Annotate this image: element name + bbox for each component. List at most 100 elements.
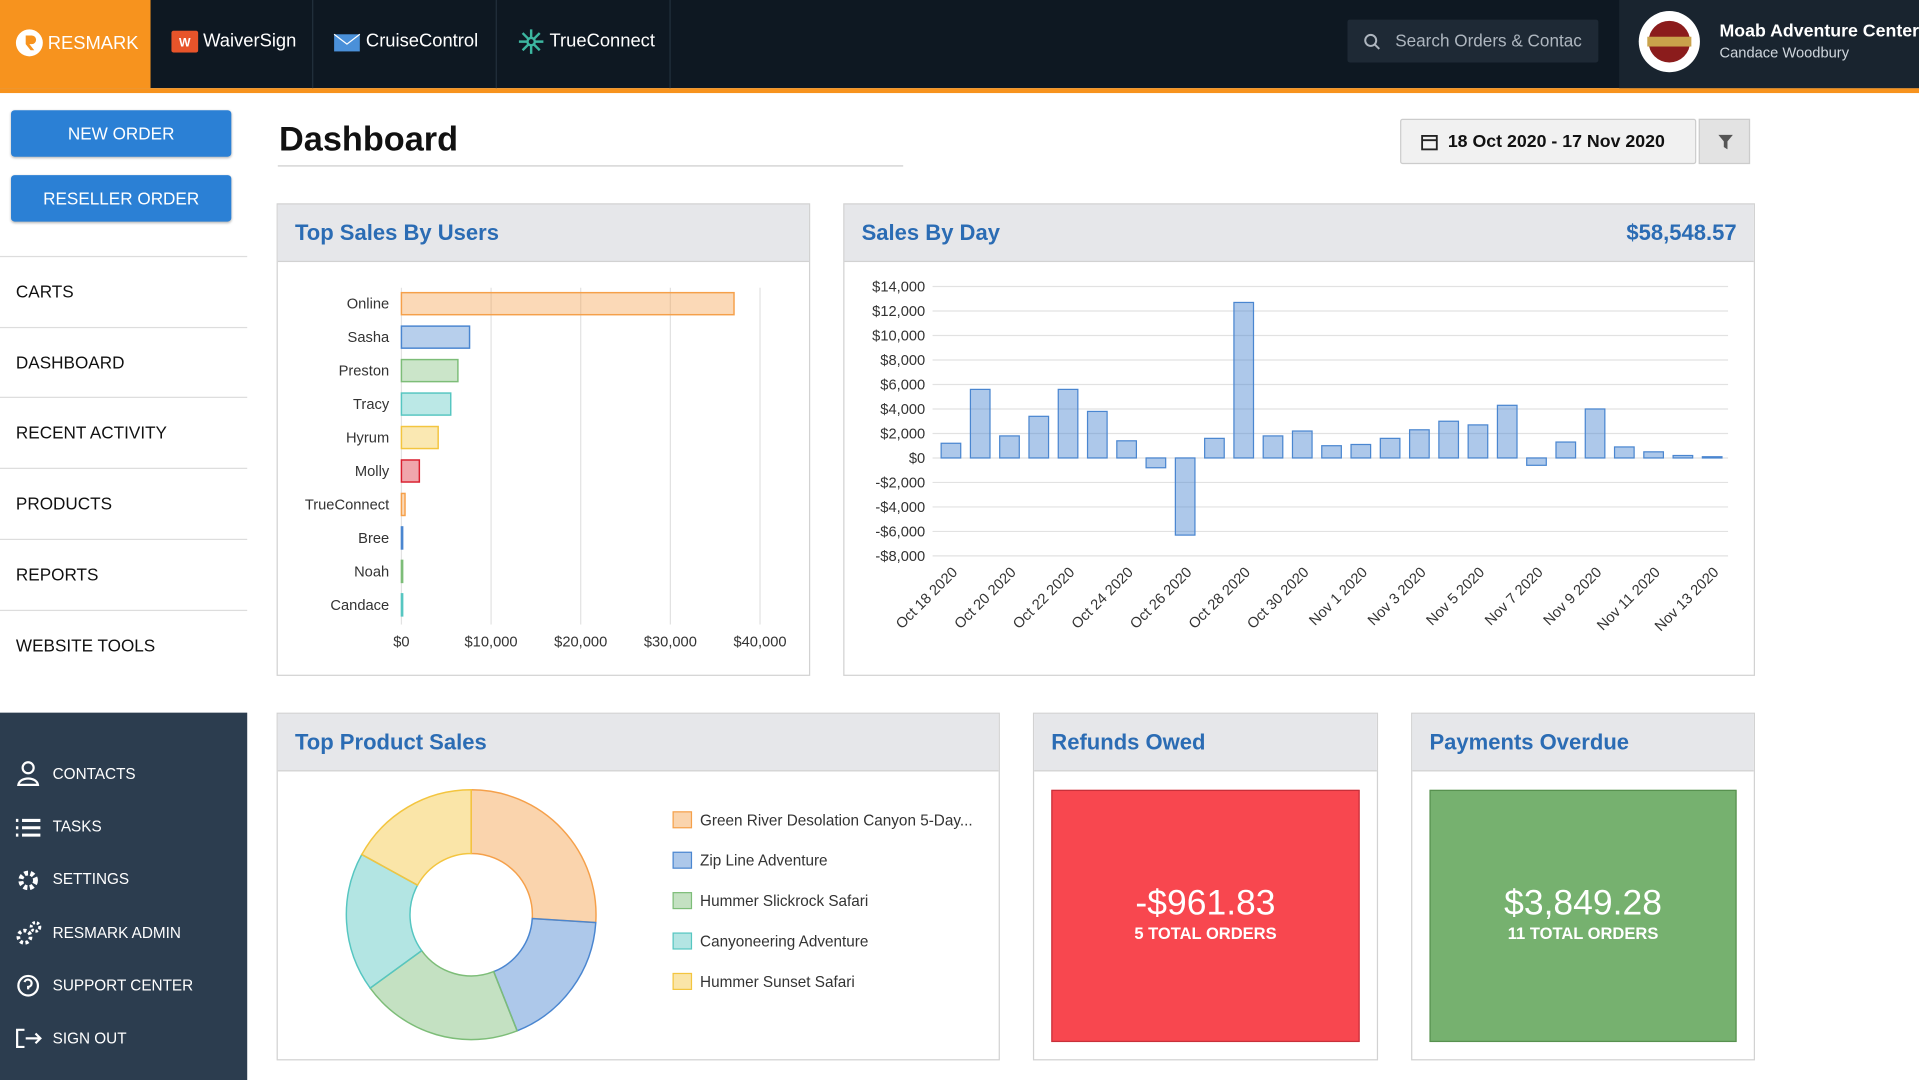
refunds-orders: 5 TOTAL ORDERS — [1134, 924, 1277, 943]
account-user: Candace Woodbury — [1719, 44, 1850, 62]
legend-swatch — [672, 851, 693, 869]
y-tick-label: Molly — [355, 464, 390, 480]
tab[interactable]: TrueConnect — [497, 0, 671, 89]
bar — [1672, 454, 1694, 459]
button[interactable]: RESELLER ORDER — [11, 175, 232, 222]
bar — [1379, 437, 1401, 459]
y-tick-label: Noah — [354, 564, 389, 580]
y-tick-label: Sasha — [348, 330, 390, 346]
bar — [1233, 301, 1255, 459]
slice — [492, 917, 597, 1032]
legend-swatch — [672, 972, 693, 991]
page-title: Dashboard — [279, 120, 459, 158]
tab[interactable]: CruiseControl — [313, 0, 497, 89]
footer-item[interactable]: RESMARK ADMIN — [52, 923, 181, 942]
footer-item[interactable]: SUPPORT CENTER — [52, 976, 194, 995]
bar — [1584, 408, 1606, 459]
svg-text:W: W — [179, 36, 191, 50]
bar — [400, 425, 439, 450]
panel: Payments Overdue $3,849.28 11 TOTAL ORDE… — [1411, 712, 1756, 1061]
menu-item[interactable]: DASHBOARD — [0, 326, 248, 397]
x-tick-label: $30,000 — [644, 635, 697, 651]
refunds-card[interactable]: -$961.83 5 TOTAL ORDERS — [1051, 789, 1360, 1043]
tab-icon — [333, 33, 361, 52]
tab-icon — [518, 29, 544, 54]
bar — [1643, 451, 1665, 459]
slice — [360, 789, 472, 887]
tab-label: CruiseControl — [365, 30, 479, 52]
bar — [1496, 404, 1518, 459]
footer-item[interactable]: SETTINGS — [52, 871, 130, 889]
date-range[interactable]: 18 Oct 2020 - 17 Nov 2020 — [1400, 118, 1697, 165]
bar — [1057, 388, 1079, 459]
menu-item[interactable]: RECENT ACTIVITY — [0, 397, 248, 467]
footer-icons — [15, 761, 42, 1049]
x-tick-label: $10,000 — [465, 635, 518, 651]
menu-item[interactable]: CARTS — [0, 255, 248, 326]
bar — [999, 435, 1020, 459]
bar — [1028, 415, 1050, 459]
panel-title: Top Product Sales — [294, 729, 487, 755]
y-tick-label: Preston — [339, 363, 390, 379]
sidebar-footer — [0, 712, 248, 1080]
search-box[interactable]: Search Orders & Contac — [1347, 19, 1599, 63]
payments-amount: $3,849.28 — [1504, 884, 1662, 924]
calendar-icon — [1421, 135, 1438, 151]
footer-item[interactable]: CONTACTS — [52, 765, 136, 783]
bar — [1145, 457, 1167, 469]
brand-logo — [15, 29, 43, 57]
menu-item[interactable]: REPORTS — [0, 538, 248, 609]
legend-label: Hummer Slickrock Safari — [700, 893, 868, 910]
accent-line — [0, 88, 1919, 94]
y-tick-label: $6,000 — [880, 377, 925, 393]
x-tick-label: Oct 24 2020 — [1069, 565, 1137, 633]
x-tick-label: $40,000 — [733, 635, 786, 651]
bar — [1350, 443, 1372, 459]
legend-label: Hummer Sunset Safari — [700, 974, 855, 991]
bar — [400, 392, 452, 416]
button[interactable]: NEW ORDER — [11, 110, 232, 157]
panel-title: Top Sales By Users — [294, 220, 500, 245]
menu-item[interactable]: WEBSITE TOOLS — [0, 609, 248, 679]
x-tick-label: Nov 5 2020 — [1424, 565, 1488, 629]
bar — [1408, 429, 1430, 459]
y-tick-label: Candace — [330, 598, 389, 614]
bar — [400, 459, 421, 483]
account[interactable]: Moab Adventure Center Candace Woodbury — [1619, 0, 1919, 89]
x-tick-label: Oct 30 2020 — [1245, 565, 1313, 633]
panel-header: Refunds Owed — [1034, 713, 1377, 772]
account-name: Moab Adventure Center — [1719, 22, 1919, 42]
bar — [400, 325, 471, 349]
date-range-text: 18 Oct 2020 - 17 Nov 2020 — [1447, 132, 1665, 152]
menu-item[interactable]: PRODUCTS — [0, 467, 248, 538]
avatar — [1638, 11, 1700, 73]
bar — [1701, 456, 1723, 459]
panel-header: Top Product Sales — [277, 713, 999, 772]
y-tick-label: $4,000 — [880, 402, 925, 418]
bar — [1116, 440, 1138, 459]
y-tick-label: -$6,000 — [875, 524, 925, 540]
payments-card[interactable]: $3,849.28 11 TOTAL ORDERS — [1429, 789, 1737, 1043]
x-tick-label: $0 — [393, 635, 409, 651]
tab-label: TrueConnect — [549, 30, 655, 52]
x-tick-label: Nov 1 2020 — [1307, 565, 1371, 629]
bar — [400, 492, 406, 517]
filter-button[interactable] — [1698, 118, 1751, 165]
bar — [400, 593, 404, 617]
refunds-amount: -$961.83 — [1135, 884, 1276, 924]
search-icon — [1364, 33, 1380, 50]
footer-item[interactable]: SIGN OUT — [52, 1029, 127, 1047]
search-placeholder: Search Orders & Contac — [1395, 30, 1582, 51]
brand[interactable]: RESMARK — [0, 0, 151, 89]
y-tick-label: $14,000 — [872, 279, 925, 295]
tab[interactable]: W WaiverSign — [151, 0, 314, 89]
x-tick-label: Nov 7 2020 — [1482, 565, 1546, 629]
x-tick-label: Oct 20 2020 — [952, 565, 1020, 633]
x-tick-label: Oct 28 2020 — [1186, 565, 1254, 633]
panel: Sales By Day $58,548.57 — [843, 203, 1756, 676]
x-tick-label: Oct 22 2020 — [1010, 565, 1078, 633]
footer-item[interactable]: TASKS — [52, 818, 102, 836]
payments-orders: 11 TOTAL ORDERS — [1507, 924, 1659, 943]
y-tick-label: TrueConnect — [305, 497, 389, 513]
bar — [1086, 410, 1108, 459]
